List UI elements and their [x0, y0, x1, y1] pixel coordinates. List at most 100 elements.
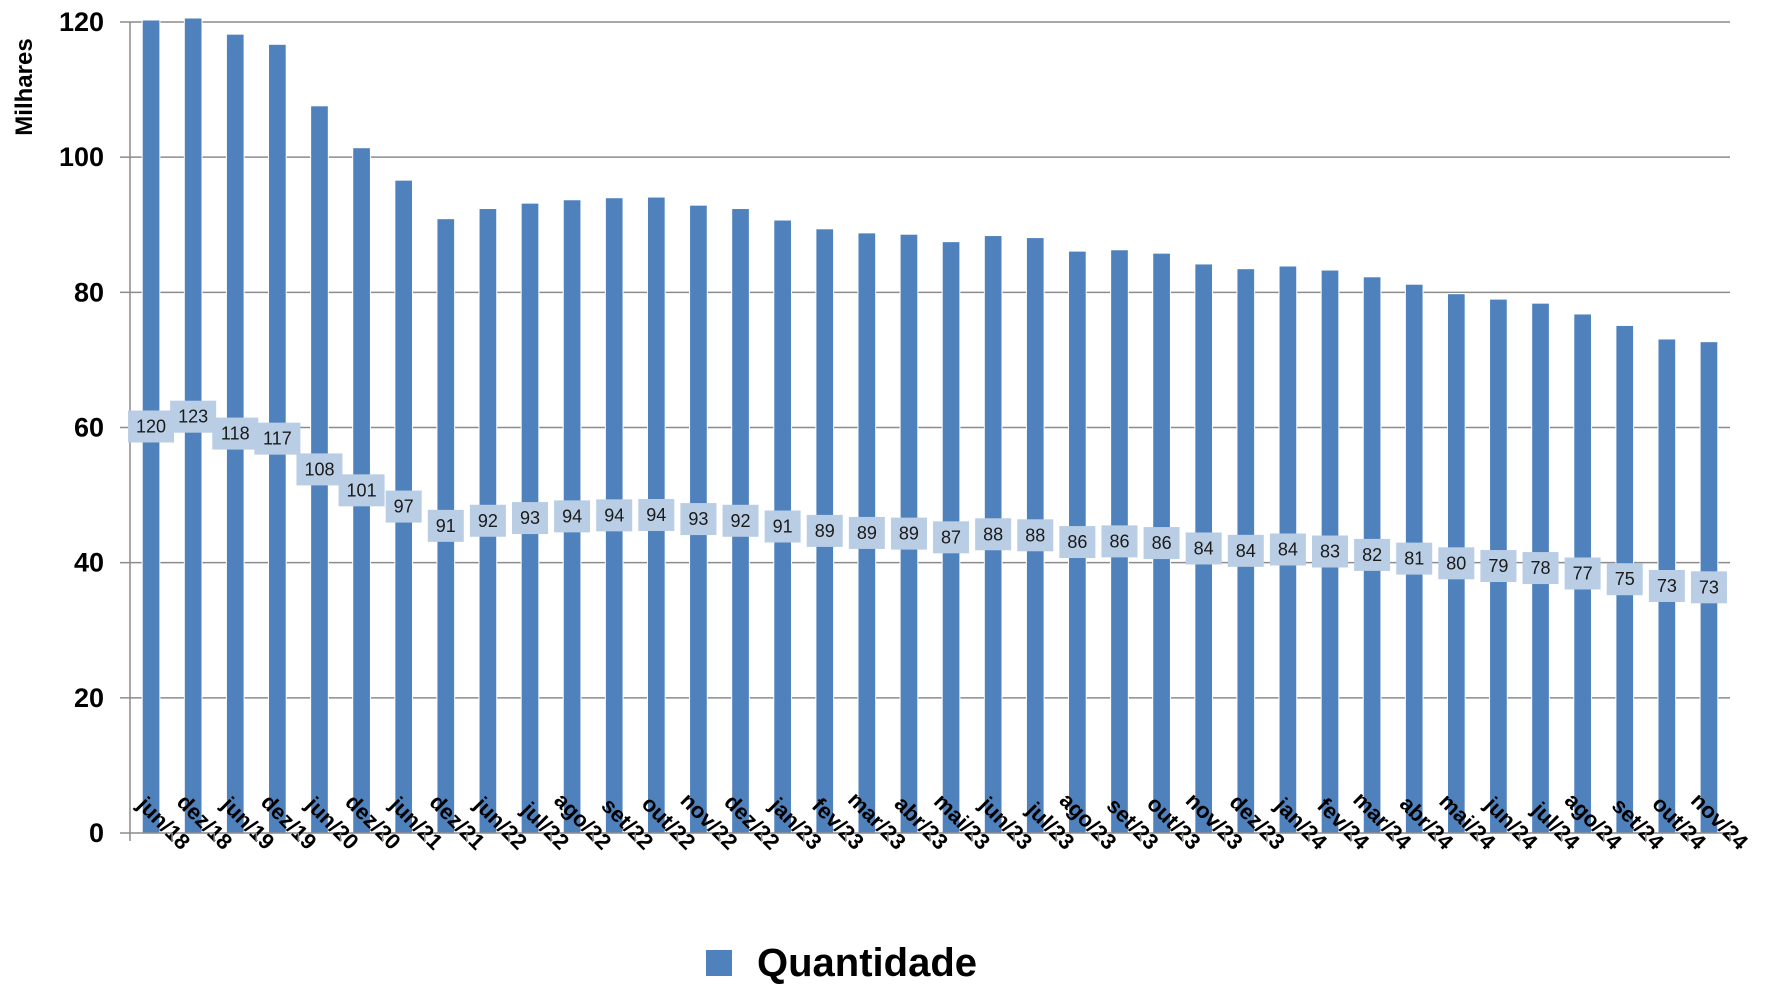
data-label-box	[1690, 571, 1727, 604]
data-label-box	[933, 521, 970, 554]
data-label: 88	[1017, 519, 1054, 552]
data-label-text: 75	[1615, 569, 1635, 589]
data-label-text: 89	[899, 524, 919, 544]
data-label-box	[1017, 519, 1054, 552]
data-label: 84	[1185, 532, 1222, 565]
data-label-text: 88	[1025, 525, 1045, 545]
data-label-box	[848, 516, 885, 549]
data-label: 84	[1227, 534, 1264, 567]
data-label: 108	[296, 453, 343, 486]
data-label-box	[596, 499, 633, 532]
data-label-box	[638, 499, 675, 532]
data-label-text: 84	[1236, 541, 1256, 561]
data-label: 89	[890, 517, 927, 550]
data-label-box	[469, 504, 506, 537]
data-label-box	[1059, 526, 1096, 559]
legend-label: Quantidade	[757, 941, 977, 985]
data-label-box	[128, 410, 175, 443]
data-label-box	[1101, 525, 1138, 558]
data-label-text: 84	[1194, 538, 1214, 558]
data-label: 81	[1396, 542, 1433, 575]
data-label-text: 89	[815, 521, 835, 541]
data-label-text: 79	[1488, 556, 1508, 576]
data-label-text: 108	[304, 459, 334, 479]
data-label-text: 92	[478, 511, 498, 531]
data-label-text: 73	[1699, 577, 1719, 597]
y-tick-label: 40	[74, 548, 104, 578]
data-label-box	[722, 504, 759, 537]
data-label: 75	[1606, 563, 1643, 596]
data-label-box	[385, 490, 422, 523]
data-label-text: 101	[347, 480, 377, 500]
data-label-box	[1269, 533, 1306, 566]
data-label-box	[212, 417, 259, 450]
data-label: 117	[254, 422, 301, 455]
data-label: 93	[680, 503, 717, 536]
legend[interactable]: Quantidade	[706, 941, 977, 985]
data-label-text: 88	[983, 524, 1003, 544]
data-label-box	[1143, 527, 1180, 560]
data-labels: 120 123 118 117 108 101 97 91 92 93 94 94 94 93 92 91 89…	[128, 400, 1727, 604]
y-tick-label: 0	[89, 818, 104, 848]
data-label: 86	[1101, 525, 1138, 558]
data-label-text: 78	[1531, 558, 1551, 578]
data-label: 123	[170, 400, 217, 433]
y-tick-label: 120	[59, 7, 104, 37]
data-label: 77	[1564, 557, 1601, 590]
data-label-box	[806, 514, 843, 547]
data-label-box	[338, 474, 385, 507]
data-label-box	[1606, 563, 1643, 596]
data-label: 92	[722, 504, 759, 537]
data-label-text: 123	[178, 407, 208, 427]
data-label-text: 93	[688, 509, 708, 529]
y-tick-label: 100	[59, 142, 104, 172]
data-label-text: 83	[1320, 542, 1340, 562]
data-label-text: 80	[1446, 553, 1466, 573]
data-label-text: 81	[1404, 549, 1424, 569]
data-label-text: 77	[1573, 563, 1593, 583]
data-label: 82	[1354, 538, 1391, 571]
data-label-text: 120	[136, 416, 166, 436]
legend-swatch	[706, 950, 732, 976]
data-label: 84	[1269, 533, 1306, 566]
data-label-text: 91	[773, 517, 793, 537]
y-tick-label: 80	[74, 277, 104, 307]
data-label-text: 89	[857, 523, 877, 543]
data-label-text: 92	[731, 511, 751, 531]
data-label: 120	[128, 410, 175, 443]
data-label-box	[512, 502, 548, 535]
data-label: 78	[1522, 552, 1559, 585]
data-label: 86	[1059, 526, 1096, 559]
data-label: 91	[427, 509, 464, 542]
data-label: 91	[764, 510, 801, 543]
data-label-box	[680, 503, 717, 536]
data-label: 118	[212, 417, 259, 450]
data-label: 73	[1648, 569, 1685, 602]
data-label-box	[1522, 552, 1559, 585]
data-label-box	[1312, 535, 1348, 568]
data-label: 89	[806, 514, 843, 547]
data-label-text: 117	[263, 429, 292, 449]
data-label-text: 86	[1109, 531, 1129, 551]
data-label-text: 97	[394, 497, 414, 517]
data-label-text: 93	[520, 508, 540, 528]
data-label-text: 94	[646, 505, 666, 525]
data-label-box	[554, 500, 591, 533]
data-label-text: 94	[604, 505, 624, 525]
data-label-box	[1438, 547, 1475, 580]
data-label: 79	[1480, 550, 1517, 583]
data-label-box	[764, 510, 801, 543]
data-label: 93	[512, 502, 548, 535]
data-label: 88	[975, 518, 1012, 551]
data-label-box	[427, 509, 464, 542]
data-label-box	[975, 518, 1012, 551]
data-label: 80	[1438, 547, 1475, 580]
y-tick-label: 60	[74, 413, 104, 443]
data-label: 94	[554, 500, 591, 533]
data-label-text: 73	[1657, 576, 1677, 596]
data-label-box	[1185, 532, 1222, 565]
data-label-box	[1480, 550, 1517, 583]
y-tick-label: 20	[74, 683, 104, 713]
